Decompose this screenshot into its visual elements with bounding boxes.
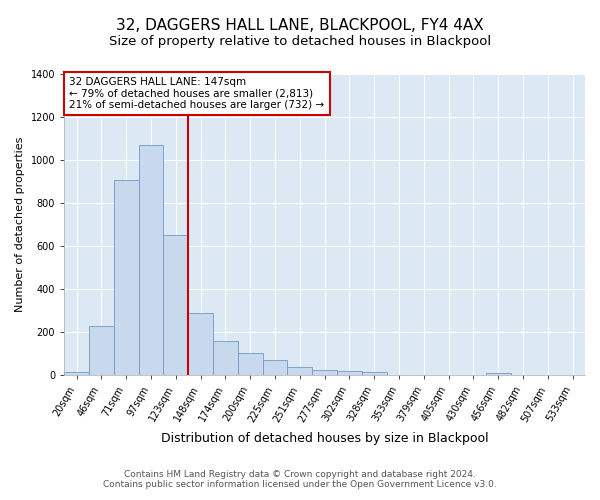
Bar <box>163 236 188 376</box>
Bar <box>238 353 263 376</box>
Text: Size of property relative to detached houses in Blackpool: Size of property relative to detached ho… <box>109 35 491 48</box>
Bar <box>287 367 312 376</box>
Text: 32 DAGGERS HALL LANE: 147sqm
← 79% of detached houses are smaller (2,813)
21% of: 32 DAGGERS HALL LANE: 147sqm ← 79% of de… <box>70 77 325 110</box>
Bar <box>64 372 89 376</box>
Text: Contains HM Land Registry data © Crown copyright and database right 2024.
Contai: Contains HM Land Registry data © Crown c… <box>103 470 497 489</box>
Bar <box>312 370 337 376</box>
X-axis label: Distribution of detached houses by size in Blackpool: Distribution of detached houses by size … <box>161 432 488 445</box>
Bar <box>337 371 362 376</box>
Bar <box>362 372 386 376</box>
Bar <box>213 341 238 376</box>
Y-axis label: Number of detached properties: Number of detached properties <box>15 137 25 312</box>
Bar <box>139 145 163 376</box>
Bar <box>188 313 213 376</box>
Bar <box>263 360 287 376</box>
Bar <box>486 374 511 376</box>
Text: 32, DAGGERS HALL LANE, BLACKPOOL, FY4 4AX: 32, DAGGERS HALL LANE, BLACKPOOL, FY4 4A… <box>116 18 484 32</box>
Bar <box>89 326 114 376</box>
Bar <box>114 180 139 376</box>
